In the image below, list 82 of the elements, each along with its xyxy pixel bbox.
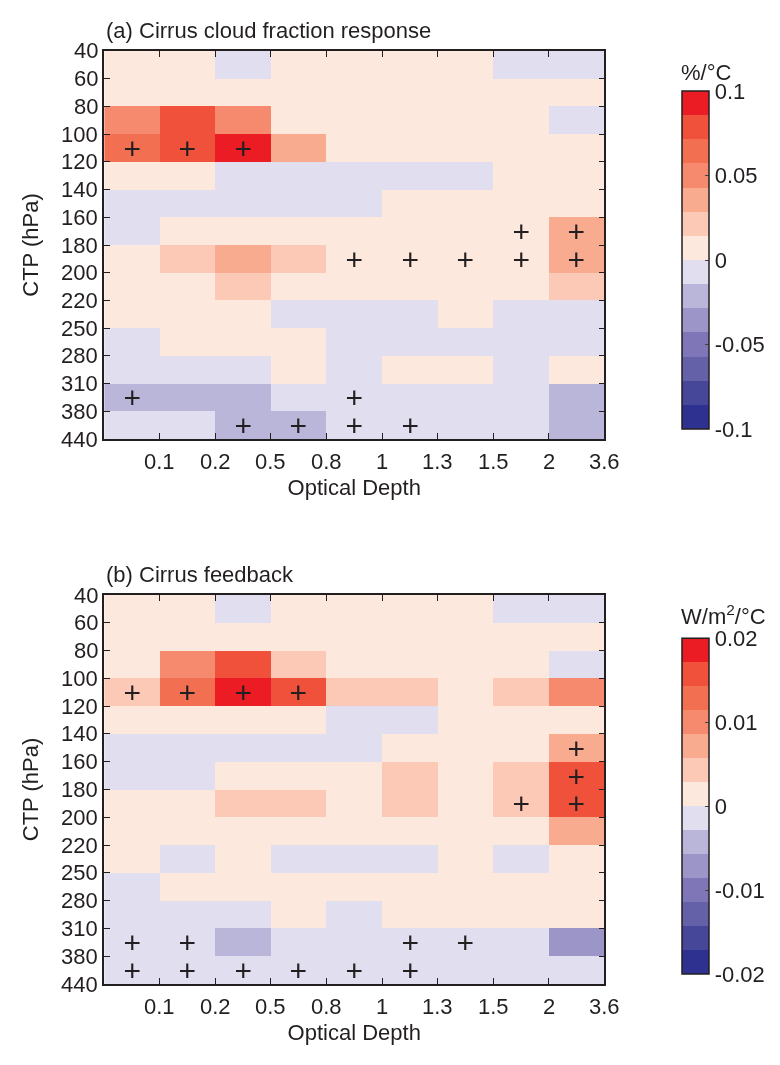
data-label: + xyxy=(512,786,530,820)
color-bar-label: 0.05 xyxy=(714,163,758,189)
data-label: + xyxy=(289,675,307,709)
text: 160 xyxy=(61,749,98,774)
text: 3.6 xyxy=(589,449,620,474)
text: 40 xyxy=(74,583,99,608)
chart-title: (a) Cirrus cloud fraction response xyxy=(106,18,432,43)
text: 1.3 xyxy=(422,994,453,1019)
x-axis-title: Optical Depth xyxy=(287,1020,421,1046)
data-label: + xyxy=(456,242,474,276)
data-label: + xyxy=(178,131,196,165)
chart-title: (b) Cirrus feedback xyxy=(106,562,295,587)
text: 0.8 xyxy=(311,449,342,474)
text: 0.1 xyxy=(144,994,175,1019)
text: 1 xyxy=(376,449,389,474)
text: 120 xyxy=(61,694,98,719)
y-axis-title: CTP (hPa) xyxy=(17,737,43,842)
text: 220 xyxy=(61,833,98,858)
data-label: + xyxy=(123,380,141,414)
text: 40 xyxy=(74,38,99,63)
text: 310 xyxy=(61,916,98,941)
color-bar-label: -0.01 xyxy=(714,877,765,903)
text: 160 xyxy=(61,205,98,230)
color-bar-label: -0.1 xyxy=(714,416,753,442)
text: 60 xyxy=(74,610,99,635)
text: 1.3 xyxy=(422,449,453,474)
text: 140 xyxy=(61,721,98,746)
data-label: + xyxy=(345,953,363,987)
text: 0.5 xyxy=(255,994,286,1019)
text: 440 xyxy=(61,427,98,452)
color-bar-label: 0 xyxy=(714,793,727,819)
data-label: + xyxy=(234,408,252,442)
data-label: + xyxy=(401,242,419,276)
text: 0.8 xyxy=(311,994,342,1019)
text: 140 xyxy=(61,177,98,202)
text: 250 xyxy=(61,316,98,341)
data-label: + xyxy=(345,242,363,276)
text: 120 xyxy=(61,149,98,174)
color-bar-label: 0 xyxy=(714,247,727,273)
text: 0.2 xyxy=(200,994,231,1019)
text: 0.2 xyxy=(200,449,231,474)
text: 1.5 xyxy=(478,449,509,474)
data-label: + xyxy=(289,953,307,987)
text: 3.6 xyxy=(589,994,620,1019)
text: 220 xyxy=(61,288,98,313)
text: 2 xyxy=(543,994,556,1019)
text: 280 xyxy=(61,343,98,368)
text: 310 xyxy=(61,371,98,396)
text: 250 xyxy=(61,860,98,885)
data-label: + xyxy=(234,131,252,165)
text: 60 xyxy=(74,66,99,91)
data-label: + xyxy=(289,408,307,442)
text: 380 xyxy=(61,399,98,424)
y-axis-title: CTP (hPa) xyxy=(17,193,43,297)
text: 200 xyxy=(61,805,98,830)
text: 200 xyxy=(61,260,98,285)
text: 80 xyxy=(74,94,99,119)
data-label: + xyxy=(123,131,141,165)
data-label: + xyxy=(178,675,196,709)
text: 1 xyxy=(376,994,389,1019)
text: 100 xyxy=(61,122,98,147)
color-bar-title: %/°C xyxy=(681,59,732,85)
text: 380 xyxy=(61,944,98,969)
text: 80 xyxy=(74,638,99,663)
text: 0.1 xyxy=(144,449,175,474)
x-axis-title: Optical Depth xyxy=(287,475,421,501)
data-label: + xyxy=(234,953,252,987)
text: 0.5 xyxy=(255,449,286,474)
data-label: + xyxy=(234,675,252,709)
text: 2 xyxy=(543,449,556,474)
data-label: + xyxy=(123,675,141,709)
text: 100 xyxy=(61,666,98,691)
text: 180 xyxy=(61,777,98,802)
text: 180 xyxy=(61,233,98,258)
text: 440 xyxy=(61,972,98,997)
color-bar-label: -0.02 xyxy=(714,961,765,987)
text: 1.5 xyxy=(478,994,509,1019)
color-bar-label: -0.05 xyxy=(714,332,765,358)
text: 280 xyxy=(61,888,98,913)
data-label: + xyxy=(401,408,419,442)
color-bar-label: 0.01 xyxy=(714,709,758,735)
data-label: + xyxy=(456,925,474,959)
